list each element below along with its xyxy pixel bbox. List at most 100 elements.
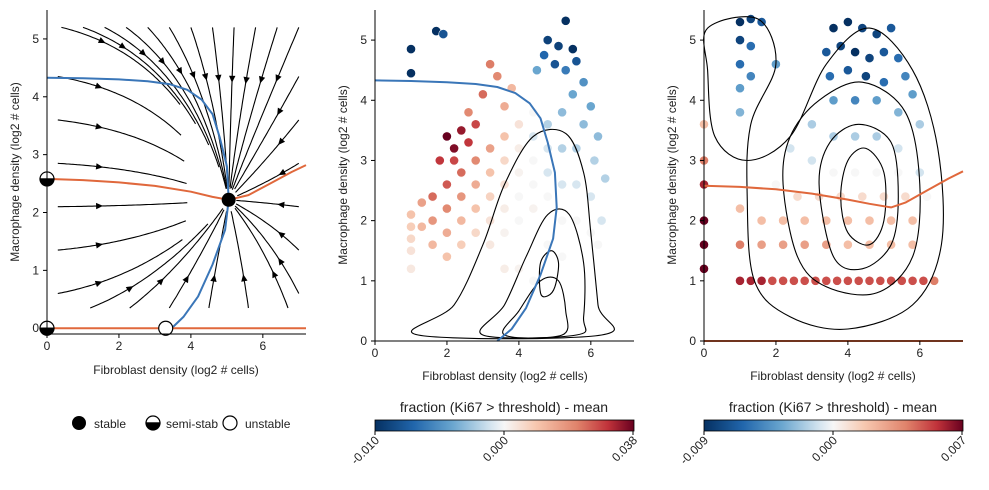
left-scatter-x-axis-label: Fibroblast density (log2 # cells) bbox=[422, 369, 587, 383]
scatter-point bbox=[416, 197, 427, 208]
scatter-point bbox=[914, 119, 925, 130]
streamline-arrow bbox=[277, 107, 284, 116]
scatter-point bbox=[850, 47, 860, 57]
scatter-point bbox=[406, 68, 416, 79]
scatter-point bbox=[456, 125, 467, 136]
y-tick-label: 3 bbox=[360, 153, 367, 167]
colorbar-left-tick-min: -0.010 bbox=[348, 433, 382, 467]
density-contour bbox=[840, 147, 887, 246]
scatter-point bbox=[792, 191, 803, 202]
colorbar-right-tick-min: -0.009 bbox=[677, 433, 711, 467]
scatter-point bbox=[567, 89, 578, 100]
y-tick-label: 5 bbox=[360, 33, 367, 47]
x-tick-label: 2 bbox=[444, 346, 451, 360]
streamline-arrow bbox=[278, 257, 285, 266]
streamline bbox=[57, 119, 185, 162]
streamline-arrow bbox=[97, 37, 106, 44]
phase-portrait-panel: 0 2 4 6 0 1 2 3 4 5 Fibroblast density (log2 # ce… bbox=[8, 10, 307, 377]
streamline-arrow bbox=[210, 274, 217, 282]
y-tick-label: 4 bbox=[360, 93, 367, 107]
scatter-point bbox=[585, 101, 596, 112]
stable-fixed-point bbox=[221, 192, 236, 207]
y-tick-label: 4 bbox=[689, 93, 696, 107]
scatter-point bbox=[850, 131, 860, 142]
scatter-point bbox=[441, 227, 452, 238]
streamline bbox=[234, 205, 300, 294]
y-tick-label: 5 bbox=[32, 32, 39, 46]
scatter-point bbox=[593, 239, 603, 250]
streamline bbox=[57, 75, 182, 136]
colorbar-right: fraction (Ki67 > threshold) - mean -0.00… bbox=[677, 399, 969, 467]
scatter-point bbox=[893, 107, 904, 118]
scatter-point bbox=[735, 83, 745, 94]
x-tick-label: 4 bbox=[516, 346, 523, 360]
scatter-point bbox=[778, 275, 788, 286]
scatter-point bbox=[745, 71, 756, 82]
colorbar-left-tick-mid: 0.000 bbox=[480, 433, 511, 464]
scatter-point bbox=[449, 143, 459, 154]
streamlines bbox=[57, 26, 300, 309]
scatter-point bbox=[861, 71, 871, 82]
scatter-point bbox=[907, 89, 918, 100]
scatter-point bbox=[485, 239, 495, 250]
streamline bbox=[104, 26, 210, 146]
streamline-arrow bbox=[277, 201, 285, 209]
ki67-scatter-left-panel: 0 2 4 6 0 1 2 3 4 5 Fibroblast density (log2 # ce… bbox=[336, 10, 634, 383]
scatter-point bbox=[539, 50, 549, 60]
scatter-point bbox=[578, 77, 589, 88]
scatter-point bbox=[557, 215, 567, 226]
scatter-point bbox=[406, 233, 416, 244]
scatter-point bbox=[735, 35, 745, 45]
density-contour bbox=[502, 276, 569, 339]
legend-stable-marker bbox=[72, 416, 86, 430]
streamline-arrow bbox=[96, 202, 104, 210]
y-tick-label: 3 bbox=[689, 153, 696, 167]
scatter-point bbox=[828, 95, 839, 106]
legend-stable-label: stable bbox=[94, 417, 126, 431]
scatter-point bbox=[735, 275, 745, 286]
streamline-arrow bbox=[259, 75, 266, 84]
scatter-point bbox=[871, 131, 882, 142]
streamline-arrow bbox=[158, 57, 165, 65]
scatter-point bbox=[441, 251, 452, 262]
scatter-point bbox=[864, 215, 875, 226]
scatter-point bbox=[499, 155, 510, 166]
scatter-point bbox=[871, 29, 882, 39]
streamline-arrow bbox=[95, 163, 104, 170]
scatter-point bbox=[864, 275, 875, 286]
scatter-point bbox=[406, 263, 416, 274]
scatter-point bbox=[528, 155, 539, 166]
streamline-arrow bbox=[215, 74, 222, 82]
scatter-point bbox=[593, 131, 603, 142]
scatter-point bbox=[406, 245, 416, 256]
x-tick-label: 6 bbox=[587, 346, 594, 360]
scatter-point bbox=[850, 167, 860, 178]
scatter-point bbox=[470, 179, 481, 190]
scatter-point bbox=[557, 107, 567, 118]
y-tick-label: 1 bbox=[32, 263, 39, 277]
scatter-point bbox=[745, 41, 756, 51]
scatter-point bbox=[499, 227, 510, 238]
scatter-point bbox=[441, 179, 452, 190]
streamline bbox=[208, 211, 228, 309]
colorbar-left-title: fraction (Ki67 > threshold) - mean bbox=[400, 399, 608, 415]
x-tick-label: 6 bbox=[916, 346, 923, 360]
scatter-point bbox=[843, 239, 853, 250]
scatter-point bbox=[828, 23, 839, 33]
scatter-point bbox=[745, 14, 756, 24]
scatter-point bbox=[514, 215, 524, 226]
scatter-point bbox=[557, 179, 567, 190]
streamline-arrow bbox=[243, 76, 250, 85]
scatter-point bbox=[735, 107, 745, 118]
density-contours-right bbox=[703, 16, 944, 330]
streamline bbox=[234, 207, 289, 309]
right-scatter-y-axis-label: Macrophage density (log2 # cells) bbox=[665, 85, 679, 264]
scatter-point bbox=[514, 167, 524, 178]
streamline-arrow bbox=[275, 74, 282, 82]
scatter-point bbox=[886, 275, 896, 286]
ki67-scatter-right-panel: 0 2 4 6 0 1 2 3 4 5 Fibroblast density (log2 # ce… bbox=[665, 10, 964, 383]
scatter-point bbox=[799, 215, 810, 226]
y-tick-label: 2 bbox=[32, 206, 39, 220]
scatter-point bbox=[514, 143, 524, 154]
streamline-arrow bbox=[94, 82, 103, 89]
